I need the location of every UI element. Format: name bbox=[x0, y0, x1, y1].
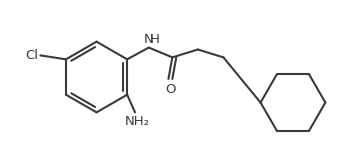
Text: O: O bbox=[165, 83, 176, 96]
Text: Cl: Cl bbox=[25, 49, 38, 62]
Text: N: N bbox=[144, 33, 154, 46]
Text: NH₂: NH₂ bbox=[125, 115, 150, 128]
Text: H: H bbox=[150, 33, 160, 46]
